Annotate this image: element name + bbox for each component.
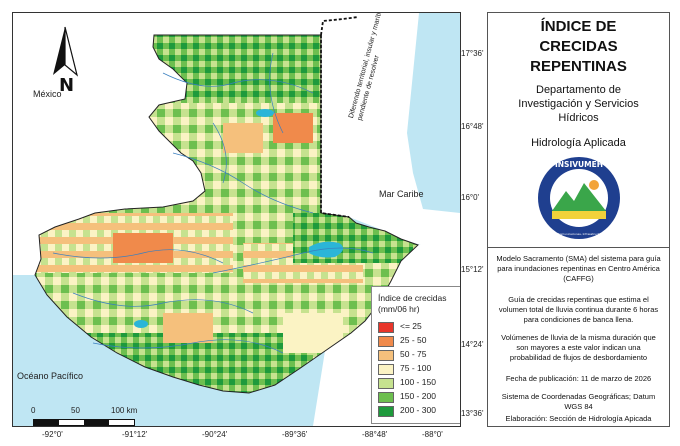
legend-label: 25 - 50 [400, 335, 427, 345]
legend-item: <= 25 [378, 321, 460, 333]
scale-bar: 0 50 100 km [31, 406, 159, 426]
model-description-line: Modelo Sacramento (SMA) del sistema para… [496, 254, 661, 263]
legend-swatch [378, 336, 394, 347]
legend-label: 100 - 150 [400, 377, 436, 387]
legend-item: 150 - 200 [378, 391, 460, 403]
volume-description: Volúmenes de lluvia de la misma duración… [488, 333, 669, 363]
coordinate-system: Sistema de Coordenadas Geográficas; Datu… [488, 392, 669, 412]
unit-name: Hidrología Aplicada [531, 137, 626, 149]
scale-bar-segment [84, 420, 109, 425]
legend-swatch [378, 378, 394, 389]
legend-swatch [378, 322, 394, 333]
legend-swatch [378, 350, 394, 361]
label-mexico: México [33, 89, 62, 99]
info-panel: ÍNDICE DE CRECIDAS REPENTINAS Departamen… [487, 12, 670, 427]
legend-item: 200 - 300 [378, 405, 460, 417]
publication-date: Fecha de publicación: 11 de marzo de 202… [505, 374, 652, 383]
title-line: REPENTINAS [530, 58, 627, 75]
prepared-by: Elaboración: Sección de Hidrología Apica… [505, 414, 652, 423]
legend-title-line: (mm/06 hr) [378, 304, 420, 314]
scale-label: 0 [31, 406, 36, 415]
coordinate-system-line: Sistema de Coordenadas Geográficas; Datu… [501, 392, 656, 401]
north-arrow: N [53, 26, 79, 96]
lake-izabal [309, 241, 344, 258]
longitude-tick: -92°0' [42, 430, 63, 439]
belize-dispute-boundary [320, 16, 359, 218]
guide-description-line: Guía de crecidas repentinas que estima e… [508, 295, 649, 304]
guide-description-line: para condiciones de banca llena. [523, 315, 634, 324]
coordinate-system-line: WGS 84 [564, 402, 593, 411]
guide-description: Guía de crecidas repentinas que estima e… [488, 295, 669, 325]
legend-title-line: Índice de crecidas [378, 293, 447, 303]
title-line: ÍNDICE DE [540, 18, 617, 35]
volume-description-line: son mayores a este valor indican una [516, 343, 641, 352]
scale-bar-segment [34, 420, 59, 425]
legend-label: <= 25 [400, 321, 422, 331]
latitude-tick: 16°0' [461, 193, 480, 202]
latitude-tick: 17°36' [461, 49, 484, 58]
north-arrow-label: N [59, 75, 74, 96]
legend-label: 50 - 75 [400, 349, 427, 359]
guide-description-line: volumen total de lluvia continua durante… [498, 305, 659, 314]
legend-item: 75 - 100 [378, 363, 460, 375]
legend-item: 25 - 50 [378, 335, 460, 347]
legend-item: 100 - 150 [378, 377, 460, 389]
legend-swatch [378, 406, 394, 417]
legend-label: 75 - 100 [400, 363, 432, 373]
title-line: CRECIDAS [539, 38, 618, 55]
map-panel: N México Mar Caribe Océano Pacífico Dife… [12, 12, 461, 427]
logo-top-text: INSIVUMEH [555, 160, 603, 169]
legend-label: 200 - 300 [400, 405, 436, 415]
latitude-tick: 13°36' [461, 409, 484, 418]
department-line: Hídricos [558, 112, 599, 124]
longitude-tick: -88°48' [362, 430, 388, 439]
neighbor-land [13, 13, 460, 275]
latitude-tick: 16°48' [461, 122, 484, 131]
model-description-line: (CAFFG) [563, 274, 594, 283]
guatemala-border [34, 34, 419, 394]
model-description-line: para inundaciones repentinas en Centro A… [497, 264, 660, 273]
department-line: Departamento de [536, 84, 621, 96]
legend-item: 50 - 75 [378, 349, 460, 361]
legend-swatch [378, 392, 394, 403]
department-line: Investigación y Servicios [518, 98, 639, 110]
lake-peten-itza [256, 109, 274, 117]
model-description: Modelo Sacramento (SMA) del sistema para… [488, 254, 669, 284]
divider [488, 247, 669, 248]
scale-label: 50 [71, 406, 80, 415]
longitude-tick: -91°12' [122, 430, 148, 439]
insivumeh-logo: INSIVUMEH Ministerio de Comunicaciones, … [538, 157, 620, 239]
rivers [52, 52, 374, 354]
latitude-tick: 15°12' [461, 265, 484, 274]
latitude-tick: 14°24' [461, 340, 484, 349]
label-pacific: Océano Pacífico [17, 371, 84, 381]
longitude-tick: -89°36' [282, 430, 308, 439]
volume-description-line: Volúmenes de lluvia de la misma duración… [501, 333, 656, 342]
department: Departamento de Investigación y Servicio… [488, 83, 669, 125]
legend: Índice de crecidas (mm/06 hr) <= 25 25 -… [371, 286, 460, 424]
logo-ring-text: Ministerio de Comunicaciones, Infraestru… [539, 232, 619, 236]
lake-atitlan [134, 320, 148, 328]
volume-description-line: probabilidad de flujos de desbordamiento [509, 353, 648, 362]
legend-label: 150 - 200 [400, 391, 436, 401]
main-title: ÍNDICE DE CRECIDAS REPENTINAS [488, 17, 669, 77]
legend-swatch [378, 364, 394, 375]
longitude-tick: -90°24' [202, 430, 228, 439]
legend-title: Índice de crecidas (mm/06 hr) [378, 293, 460, 315]
label-caribbean: Mar Caribe [379, 189, 424, 199]
longitude-tick: -88°0' [422, 430, 443, 439]
scale-label: 100 km [111, 406, 138, 415]
